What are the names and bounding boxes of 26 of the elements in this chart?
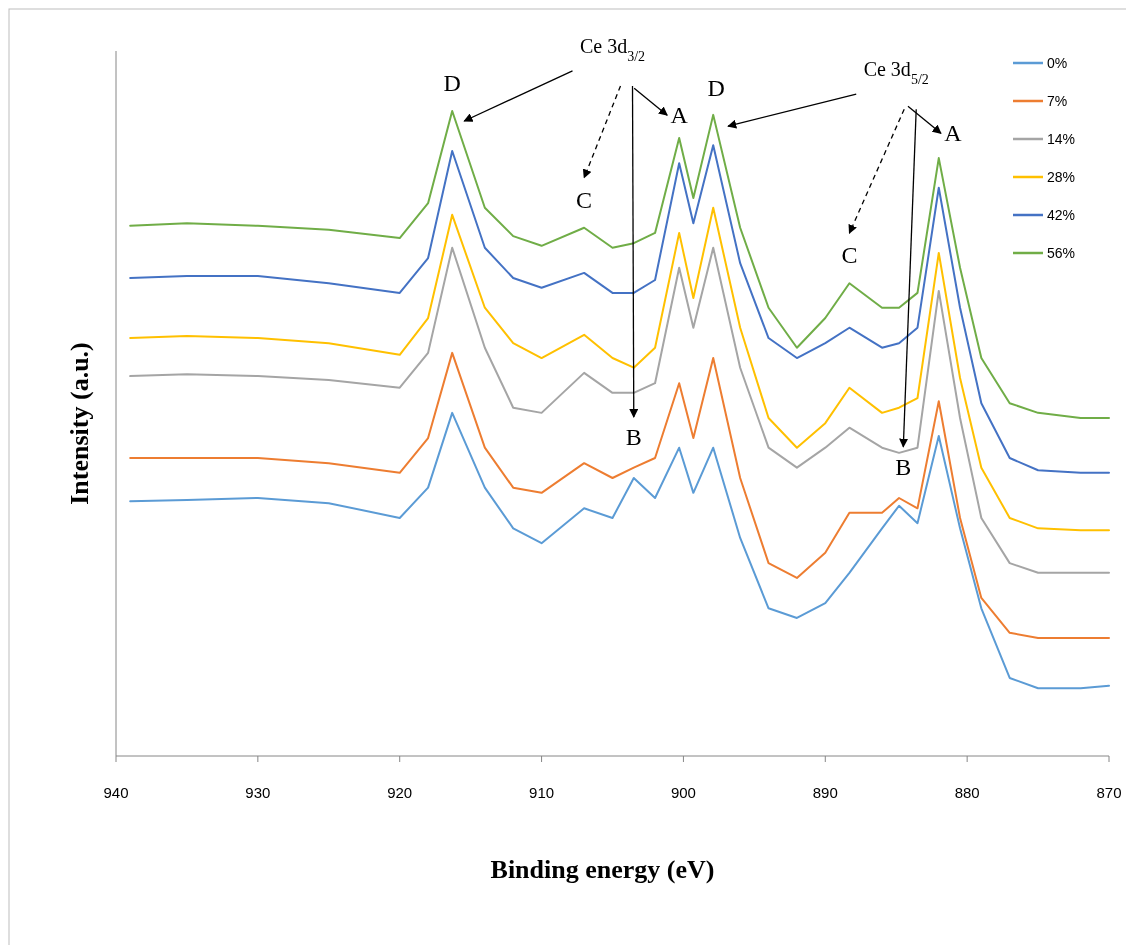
x-tick-label: 930 bbox=[245, 784, 271, 801]
x-tick-label: 900 bbox=[670, 784, 696, 801]
x-tick-label: 870 bbox=[1096, 784, 1122, 801]
x-tick-label: 940 bbox=[103, 784, 129, 801]
annotation: A bbox=[944, 120, 963, 147]
annotation: C bbox=[841, 242, 858, 269]
legend-label: 56% bbox=[1047, 245, 1076, 261]
legend-label: 7% bbox=[1047, 93, 1068, 109]
x-axis-title: Binding energy (eV) bbox=[490, 855, 715, 884]
annotation: A bbox=[670, 102, 689, 129]
annotation: C bbox=[576, 186, 593, 213]
text: D bbox=[443, 70, 461, 96]
x-tick-label: 880 bbox=[954, 784, 980, 801]
text: D bbox=[707, 75, 725, 102]
x-tick-label: 890 bbox=[812, 784, 838, 801]
text: Ce 3d$_{5/2}$ bbox=[863, 58, 929, 87]
legend-label: 0% bbox=[1047, 55, 1068, 71]
legend-label: 28% bbox=[1047, 169, 1076, 185]
y-axis-title: Intensity (a.u.) bbox=[65, 342, 94, 505]
text: Ce 3d$_{3/2}$ bbox=[579, 34, 646, 64]
annotation: B bbox=[895, 453, 912, 480]
x-tick-label: 910 bbox=[529, 784, 555, 801]
legend-label: 42% bbox=[1047, 207, 1076, 223]
annotation: B bbox=[625, 424, 642, 451]
legend-label: 14% bbox=[1047, 131, 1076, 147]
x-tick-label: 920 bbox=[387, 784, 413, 801]
